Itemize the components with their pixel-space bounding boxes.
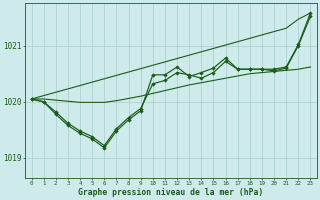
X-axis label: Graphe pression niveau de la mer (hPa): Graphe pression niveau de la mer (hPa) [78,188,264,197]
